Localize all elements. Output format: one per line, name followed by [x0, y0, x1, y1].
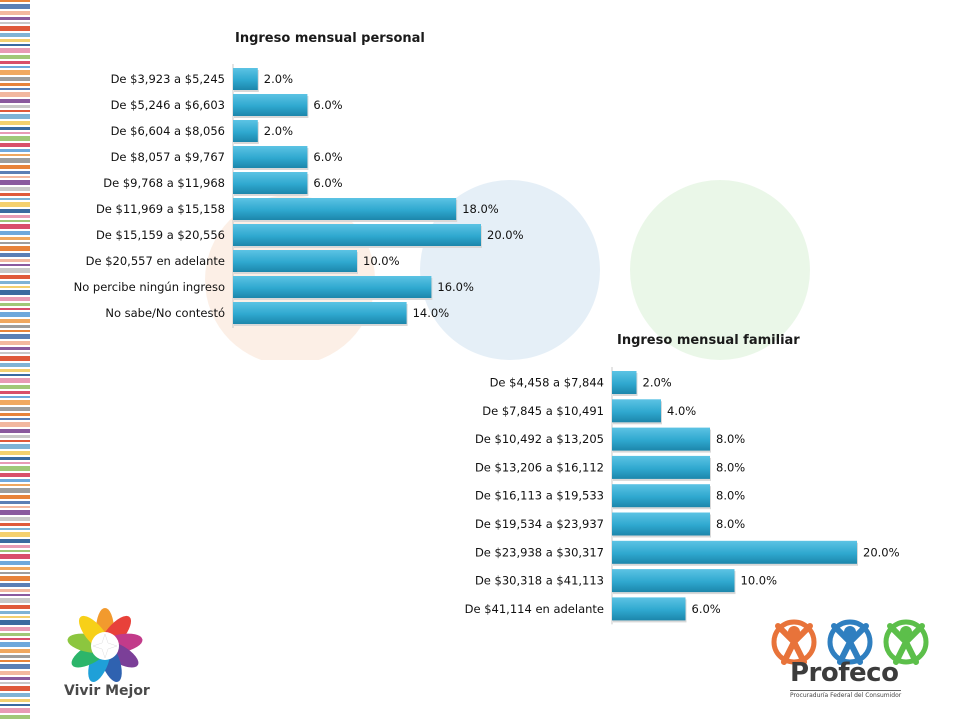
bar-shadow: [613, 373, 638, 396]
background-watermark: [205, 180, 810, 360]
profeco-figure: [883, 619, 929, 665]
bar: [233, 146, 308, 168]
bar-shadow: [234, 148, 309, 170]
bar-shadow: [613, 514, 711, 538]
bar: [612, 540, 857, 564]
chart-title-personal: Ingreso mensual personal: [235, 31, 425, 46]
category-label: De $13,206 a $16,112: [475, 460, 604, 474]
data-label: 4.0%: [667, 404, 696, 418]
bar: [233, 120, 258, 142]
bar-shadow: [234, 122, 259, 144]
data-label: 6.0%: [313, 98, 342, 112]
bar: [233, 94, 308, 116]
data-label: 8.0%: [716, 489, 745, 503]
bar: [612, 569, 735, 593]
profeco-logo-subtitle: Procuraduría Federal del Consumidor: [790, 690, 902, 699]
bar-shadow: [613, 571, 736, 595]
vivir-mejor-logo-text: Vivir Mejor: [64, 683, 150, 699]
data-label: 2.0%: [264, 124, 293, 138]
data-label: 8.0%: [716, 432, 745, 446]
bar: [612, 597, 686, 621]
bar-shadow: [613, 457, 711, 481]
category-label: De $30,318 a $41,113: [475, 574, 604, 588]
data-label: 8.0%: [716, 460, 745, 474]
data-label: 20.0%: [863, 545, 900, 559]
bar: [612, 512, 710, 536]
category-label: De $19,534 a $23,937: [475, 517, 604, 531]
category-label: De $7,845 a $10,491: [482, 404, 604, 418]
bar: [612, 371, 637, 394]
bar: [612, 484, 710, 508]
category-label: De $3,923 a $5,245: [111, 72, 225, 86]
profeco-figure: [771, 619, 817, 665]
bar-shadow: [613, 486, 711, 510]
bar: [233, 68, 258, 90]
bar-shadow: [613, 401, 662, 425]
data-label: 6.0%: [313, 150, 342, 164]
bar-shadow: [234, 96, 309, 118]
profeco-figure: [827, 619, 873, 665]
vivir-mejor-flower-icon: [67, 608, 143, 682]
category-label: De $41,114 en adelante: [465, 602, 604, 616]
category-label: De $8,057 a $9,767: [111, 150, 225, 164]
category-label: De $5,246 a $6,603: [111, 98, 225, 112]
category-label: De $16,113 a $19,533: [475, 489, 604, 503]
data-label: 6.0%: [692, 602, 721, 616]
category-label: De $10,492 a $13,205: [475, 432, 604, 446]
bar: [612, 427, 710, 451]
bar-shadow: [613, 542, 858, 566]
profeco-logo-text: Profeco: [790, 658, 899, 688]
category-label: De $23,938 a $30,317: [475, 545, 604, 559]
bar: [612, 399, 661, 423]
data-label: 8.0%: [716, 517, 745, 531]
decorative-stripe-border: [0, 0, 30, 719]
bar-shadow: [613, 599, 687, 623]
chart-title-familiar: Ingreso mensual familiar: [617, 333, 800, 348]
bar-shadow: [234, 70, 259, 92]
profeco-figures-icon: [771, 619, 929, 665]
category-label: De $4,458 a $7,844: [490, 376, 604, 390]
data-label: 2.0%: [264, 72, 293, 86]
data-label: 10.0%: [741, 574, 778, 588]
category-label: De $6,604 a $8,056: [111, 124, 225, 138]
bar-shadow: [613, 429, 711, 453]
bar: [612, 455, 710, 479]
data-label: 2.0%: [643, 376, 672, 390]
